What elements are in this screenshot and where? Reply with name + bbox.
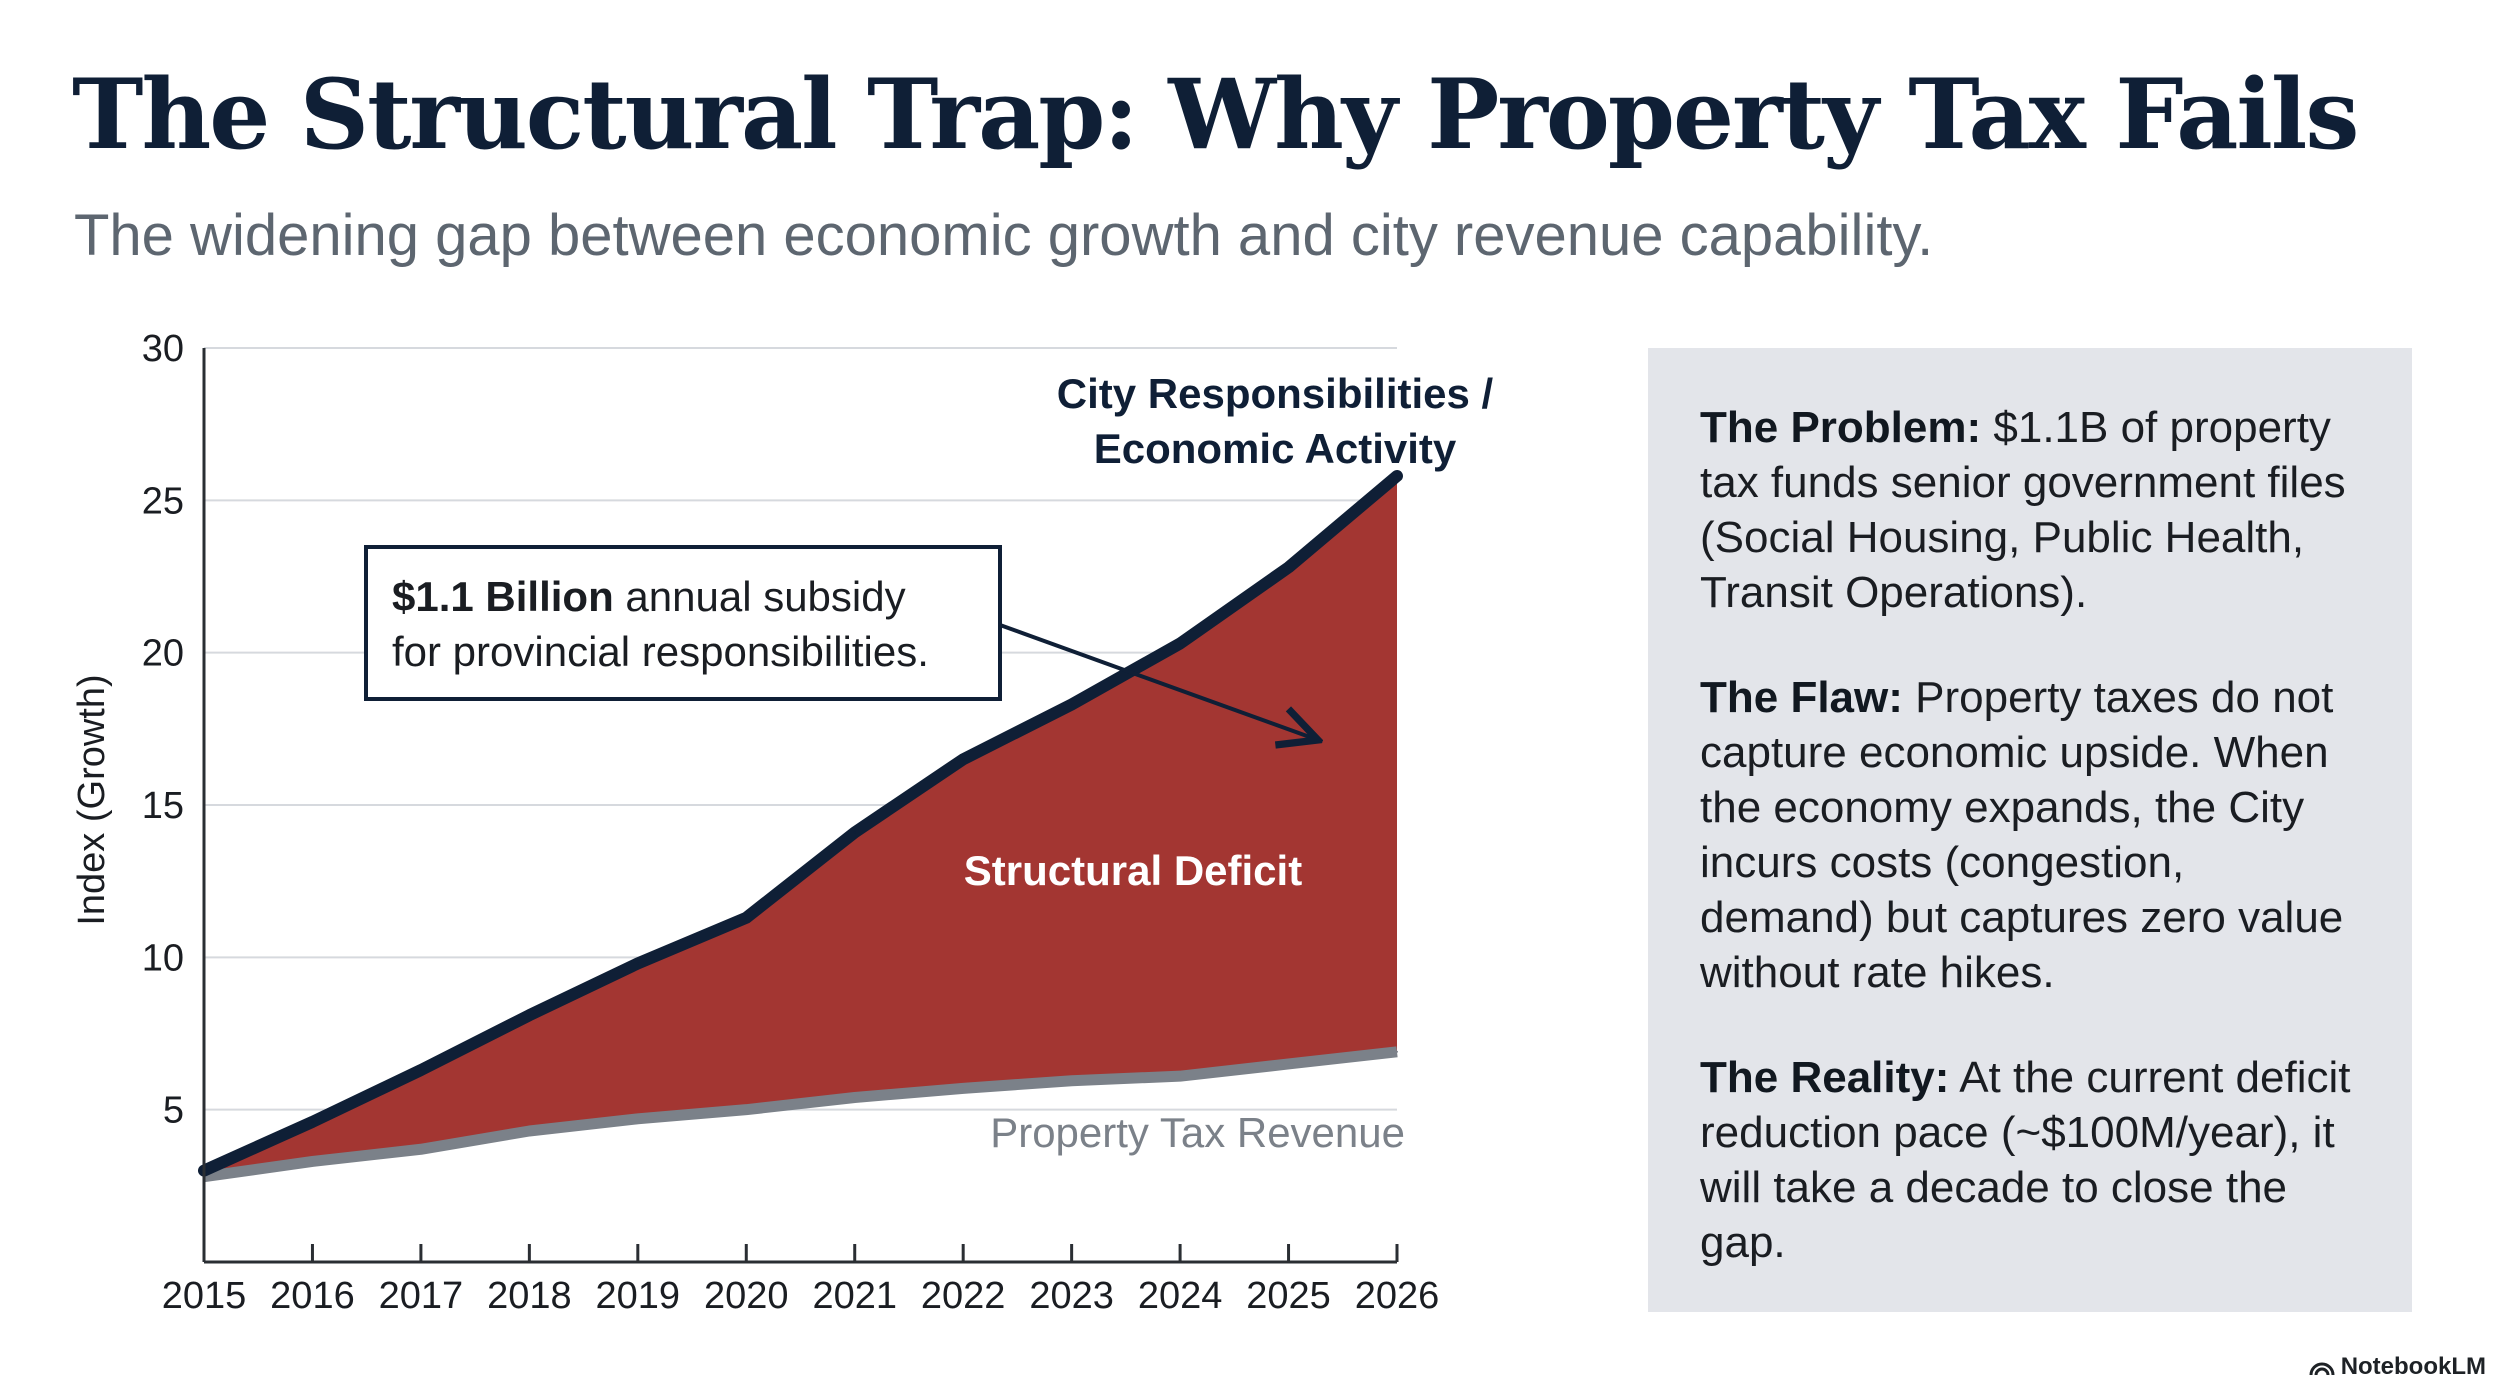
problem-paragraph: The Problem: $1.1B of property tax funds…: [1700, 400, 2364, 620]
reality-text: At the current deficit reduction pace (~…: [1700, 1053, 2351, 1267]
property-tax-point: [853, 1096, 856, 1099]
property-tax-point: [1396, 1050, 1398, 1053]
city-responsibilities-line: [198, 469, 1403, 1177]
property-tax-line: [203, 1046, 1398, 1183]
city-responsibilities-point: [636, 962, 639, 965]
x-tick-label: 2022: [921, 1275, 1006, 1317]
city-responsibilities-point: [311, 1120, 314, 1123]
city-responsibilities-point: [419, 1069, 422, 1072]
x-tick-label: 2025: [1246, 1275, 1331, 1317]
city-responsibilities-point: [745, 916, 748, 919]
notebooklm-brand: NotebookLM: [2309, 1353, 2486, 1381]
property-tax-point: [528, 1129, 531, 1132]
property-tax-point: [1070, 1079, 1073, 1082]
page-subtitle: The widening gap between economic growth…: [74, 203, 1934, 268]
x-tick-label: 2026: [1355, 1275, 1440, 1317]
top-series-label-line1: City Responsibilities /: [1057, 370, 1494, 417]
annotation-arrow: [999, 623, 1318, 740]
city-responsibilities-point: [853, 831, 856, 834]
x-tick-label: 2015: [162, 1275, 247, 1317]
y-tick-label: 20: [142, 633, 184, 675]
property-tax-point: [1287, 1062, 1290, 1065]
y-tick-label: 30: [142, 328, 184, 370]
property-tax-point: [1179, 1075, 1182, 1078]
x-tick-label: 2016: [270, 1275, 355, 1317]
y-tick-label: 25: [142, 480, 184, 522]
x-tick-label: 2024: [1138, 1275, 1223, 1317]
notebooklm-logo-icon: [2309, 1362, 2335, 1376]
property-tax-point: [311, 1160, 314, 1163]
y-tick-label: 10: [142, 937, 184, 979]
page-title: The Structural Trap: Why Property Tax Fa…: [72, 58, 2359, 171]
top-series-label: City Responsibilities / Economic Activit…: [1057, 370, 1494, 472]
reality-label: The Reality:: [1700, 1053, 1950, 1102]
x-tick-label: 2018: [487, 1275, 572, 1317]
property-tax-point: [962, 1087, 965, 1090]
x-tick-label: 2021: [812, 1275, 897, 1317]
bottom-series-label: Property Tax Revenue: [990, 1109, 1405, 1156]
city-responsibilities-point: [1396, 474, 1398, 477]
top-series-label-line2: Economic Activity: [1094, 425, 1457, 472]
annotation-bold: $1.1 Billion: [392, 573, 614, 620]
flaw-paragraph: The Flaw: Property taxes do not capture …: [1700, 670, 2364, 1000]
flaw-text: Property taxes do not capture economic u…: [1700, 673, 2344, 997]
city-responsibilities-point: [962, 758, 965, 761]
property-tax-point: [745, 1108, 748, 1111]
y-axis-label: Index (Growth): [71, 674, 113, 925]
annotation-line2: for provincial responsibilities.: [392, 628, 929, 675]
structural-deficit-label: Structural Deficit: [964, 847, 1302, 894]
subsidy-annotation: $1.1 Billion annual subsidy for provinci…: [364, 545, 1318, 740]
annotation-rest: annual subsidy: [614, 573, 906, 620]
x-tick-label: 2019: [596, 1275, 681, 1317]
city-responsibilities-point: [1070, 703, 1073, 706]
city-responsibilities-point: [1179, 642, 1182, 645]
explanation-panel: The Problem: $1.1B of property tax funds…: [1648, 348, 2412, 1312]
x-tick-label: 2017: [379, 1275, 464, 1317]
reality-paragraph: The Reality: At the current deficit redu…: [1700, 1050, 2364, 1270]
deficit-area: [204, 475, 1397, 1177]
y-tick-label: 15: [142, 785, 184, 827]
x-tick-label: 2023: [1029, 1275, 1114, 1317]
property-tax-point: [636, 1117, 639, 1120]
property-tax-point: [419, 1148, 422, 1151]
flaw-label: The Flaw:: [1700, 673, 1903, 722]
annotation-box: [364, 545, 1002, 701]
y-tick-label: 5: [163, 1090, 184, 1132]
brand-name: NotebookLM: [2340, 1353, 2486, 1380]
x-tick-label: 2020: [704, 1275, 789, 1317]
city-responsibilities-point: [1287, 566, 1290, 569]
problem-label: The Problem:: [1700, 403, 1982, 452]
city-responsibilities-point: [528, 1014, 531, 1017]
problem-text: $1.1B of property tax funds senior gover…: [1700, 403, 2346, 617]
annotation-line1: $1.1 Billion annual subsidy: [392, 573, 906, 620]
